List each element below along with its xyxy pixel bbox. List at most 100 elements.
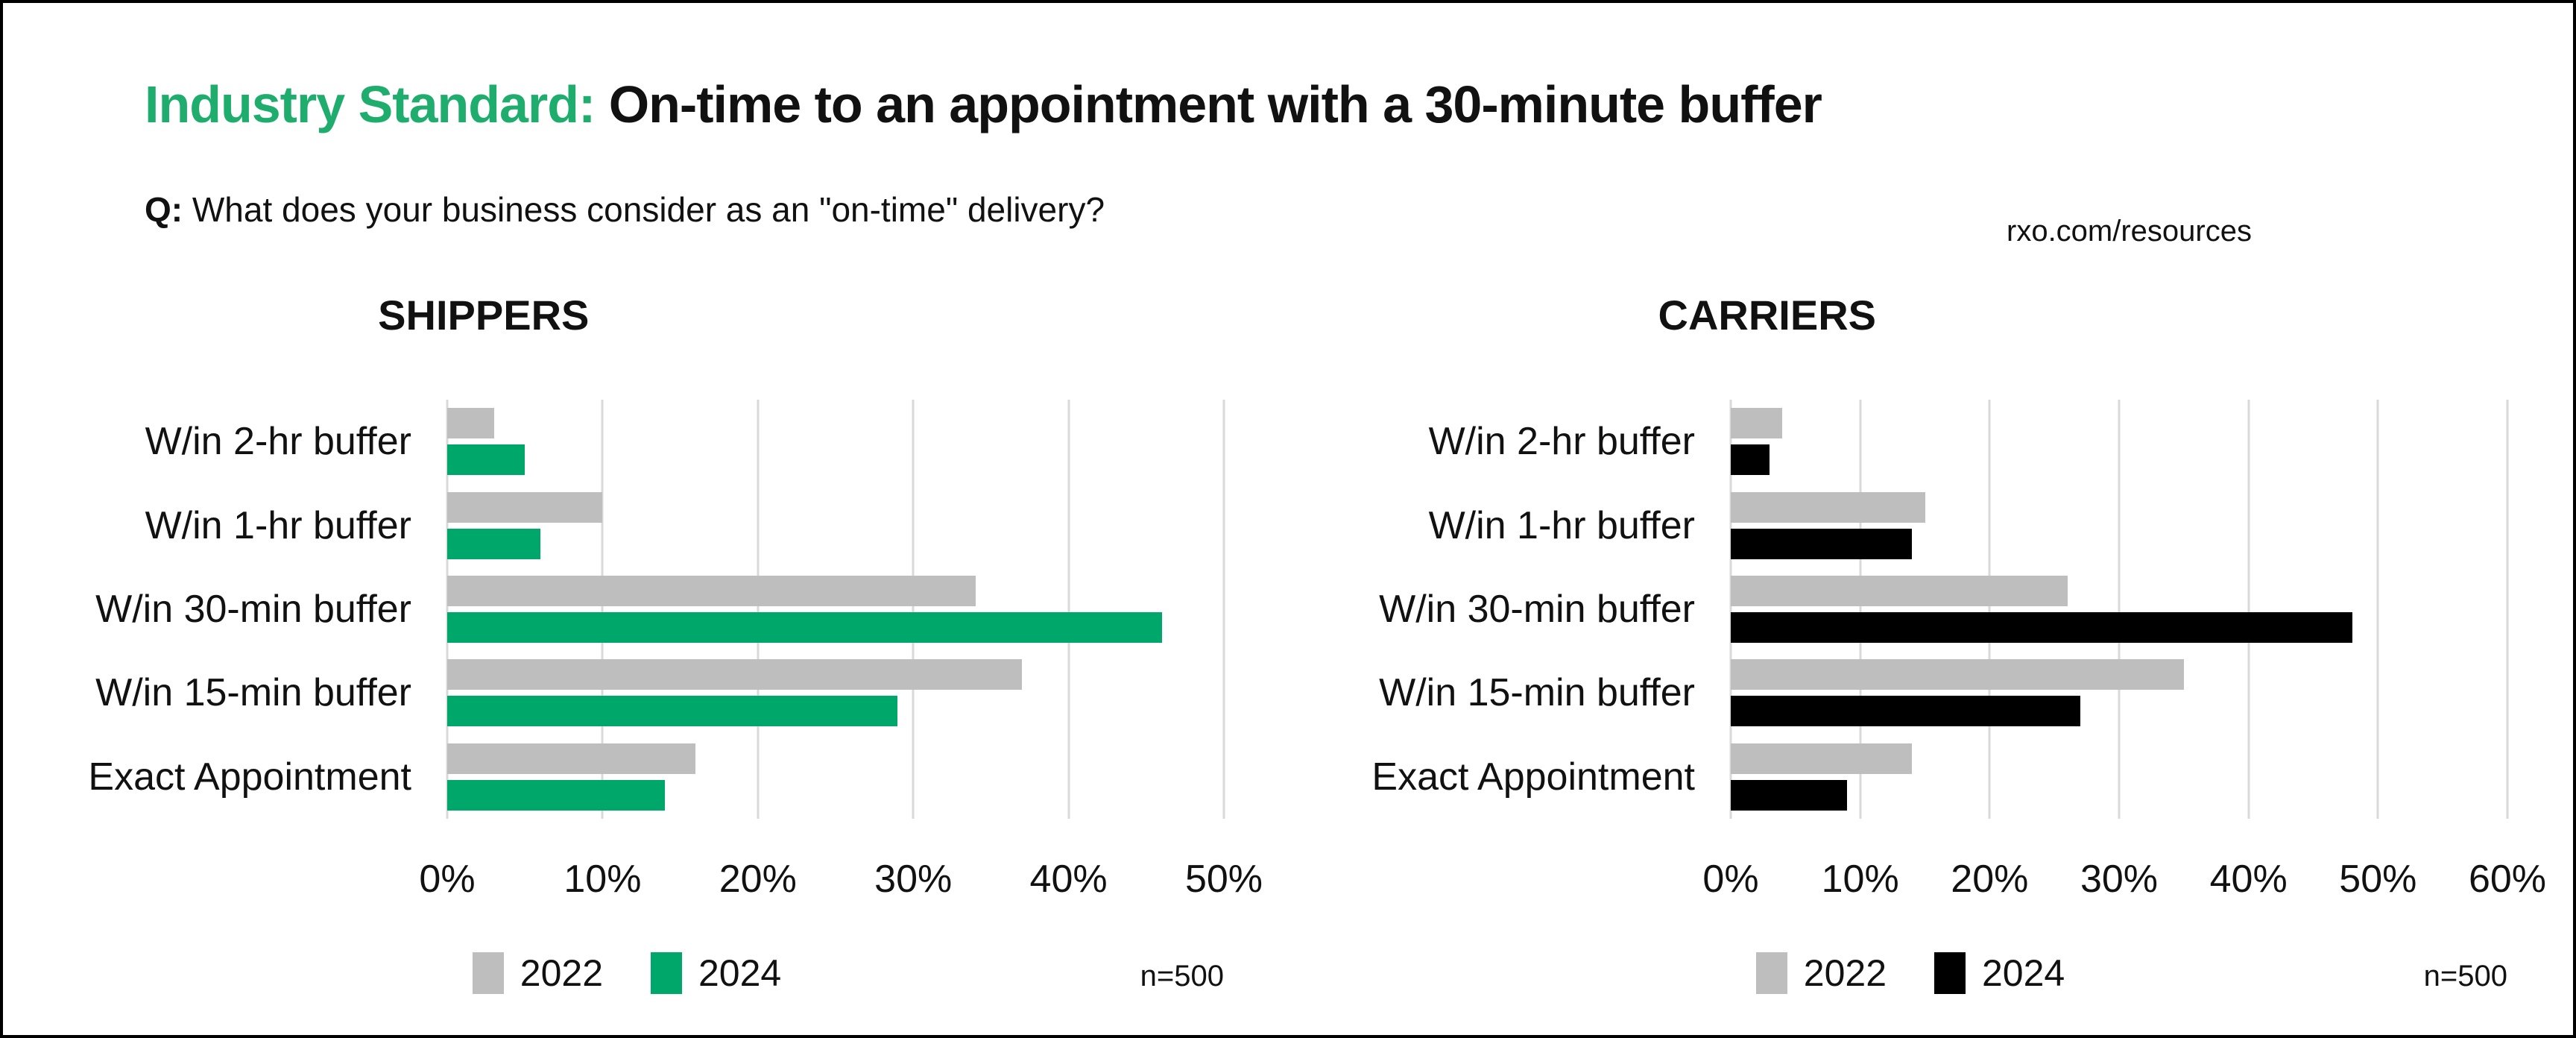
x-tick-label: 30%: [874, 858, 953, 901]
shippers-chart: SHIPPERS W/in 2-hr buffer W/in 1-hr buffe…: [30, 291, 1263, 998]
bar-group: [447, 483, 1224, 567]
gridline: [1222, 400, 1225, 819]
gridline: [1859, 400, 1862, 819]
legend-label: 2022: [1803, 952, 1887, 994]
gridline: [601, 400, 604, 819]
bar-2024: [1731, 779, 1848, 811]
bar-group: [1731, 567, 2507, 651]
charts-container: SHIPPERS W/in 2-hr buffer W/in 1-hr buffe…: [3, 291, 2573, 998]
x-tick-label: 60%: [2468, 858, 2547, 901]
bar-group: [447, 400, 1224, 483]
carriers-chart: CARRIERS W/in 2-hr buffer W/in 1-hr buffe…: [1313, 291, 2546, 998]
gridline: [2376, 400, 2379, 819]
bar-2022: [447, 659, 1023, 691]
gridline: [2247, 400, 2250, 819]
bar-2022: [447, 575, 976, 606]
x-tick-label: 20%: [1951, 858, 2029, 901]
category-label: W/in 1-hr buffer: [145, 503, 411, 547]
bar-2022: [447, 491, 603, 523]
bar-2022: [447, 743, 696, 774]
legend: 2022 2024: [472, 952, 781, 995]
x-tick-label: 10%: [1821, 858, 1899, 901]
x-tick-label: 30%: [2080, 858, 2159, 901]
x-tick-label: 20%: [719, 858, 797, 901]
bar-2024: [447, 696, 898, 727]
category-label: W/in 2-hr buffer: [1428, 420, 1695, 464]
bar-2024: [447, 779, 665, 811]
axis-spacer: [1313, 856, 1731, 902]
bar-2022: [1731, 491, 1925, 523]
bar-group: [1731, 735, 2507, 819]
gridline: [1067, 400, 1070, 819]
bar-group: [1731, 483, 2507, 567]
legend-item-2022: 2022: [472, 952, 603, 995]
category-label: W/in 30-min buffer: [1379, 588, 1695, 632]
gridline: [757, 400, 760, 819]
x-tick-label: 50%: [1184, 858, 1263, 901]
bar-group: [447, 735, 1224, 819]
x-tick-label: 0%: [419, 858, 476, 901]
chart-title: SHIPPERS: [378, 292, 590, 339]
bar-2024: [1731, 528, 1913, 559]
legend: 2022 2024: [1755, 952, 2065, 995]
legend-row: 2022 2024 n=500: [1313, 949, 2507, 998]
bar-2022: [1731, 575, 2068, 606]
category-label: Exact Appointment: [88, 755, 411, 799]
meta-row: Q: What does your business consider as a…: [3, 188, 2573, 248]
bar-2022: [1731, 743, 1913, 774]
title-highlight: Industry Standard:: [145, 75, 596, 133]
x-tick-label: 40%: [2209, 858, 2288, 901]
page-title: Industry Standard: On-time to an appoint…: [145, 75, 2573, 134]
bar-2024: [447, 444, 525, 476]
x-tick-label: 50%: [2339, 858, 2417, 901]
legend-item-2022: 2022: [1755, 952, 1887, 995]
category-labels: W/in 2-hr buffer W/in 1-hr buffer W/in 30-…: [30, 400, 447, 819]
bar-group: [447, 651, 1224, 735]
bar-2024: [447, 611, 1162, 643]
bar-2024: [1731, 611, 2352, 643]
category-label: W/in 15-min buffer: [1379, 671, 1695, 715]
legend-swatch: [1755, 952, 1787, 994]
legend-item-2024: 2024: [651, 952, 781, 995]
category-label: Exact Appointment: [1371, 755, 1695, 799]
gridline: [2506, 400, 2509, 819]
bar-2022: [447, 408, 494, 439]
category-label: W/in 15-min buffer: [95, 671, 411, 715]
chart-body: W/in 2-hr buffer W/in 1-hr buffer W/in 30-…: [1313, 400, 2509, 819]
x-tick-label: 0%: [1702, 858, 1759, 901]
bar-group: [1731, 400, 2507, 483]
legend-label: 2022: [520, 952, 603, 994]
category-labels: W/in 2-hr buffer W/in 1-hr buffer W/in 30-…: [1313, 400, 1731, 819]
bar-2024: [1731, 696, 2080, 727]
gridline: [446, 400, 449, 819]
category-label: W/in 30-min buffer: [95, 588, 411, 632]
question-text: What does your business consider as an "…: [183, 190, 1105, 229]
x-tick-labels: 0% 10% 20% 30% 40% 50%: [419, 856, 1263, 902]
bar-2022: [1731, 408, 1783, 439]
gridline: [2118, 400, 2121, 819]
x-axis: 0% 10% 20% 30% 40% 50%: [30, 856, 1263, 902]
bar-2022: [1731, 659, 2184, 691]
legend-swatch: [651, 952, 682, 994]
sample-size-note: n=500: [1140, 960, 1224, 993]
x-tick-labels: 0% 10% 20% 30% 40% 50% 60%: [1702, 856, 2546, 902]
x-tick-label: 10%: [564, 858, 642, 901]
title-rest: On-time to an appointment with a 30-minu…: [595, 75, 1822, 133]
category-label: W/in 1-hr buffer: [1428, 503, 1695, 547]
chart-title: CARRIERS: [1658, 292, 1876, 339]
bar-2024: [1731, 444, 1770, 476]
legend-row: 2022 2024 n=500: [30, 949, 1224, 998]
bar-group: [447, 567, 1224, 651]
legend-swatch: [1934, 952, 1966, 994]
legend-swatch: [472, 952, 504, 994]
plot-area: [446, 400, 1225, 819]
survey-question: Q: What does your business consider as a…: [145, 188, 1105, 231]
question-label: Q:: [145, 190, 183, 229]
legend-label: 2024: [1982, 952, 2065, 994]
category-label: W/in 2-hr buffer: [145, 420, 411, 464]
x-tick-label: 40%: [1029, 858, 1108, 901]
gridline: [1729, 400, 1732, 819]
x-axis: 0% 10% 20% 30% 40% 50% 60%: [1313, 856, 2546, 902]
bar-group: [1731, 651, 2507, 735]
